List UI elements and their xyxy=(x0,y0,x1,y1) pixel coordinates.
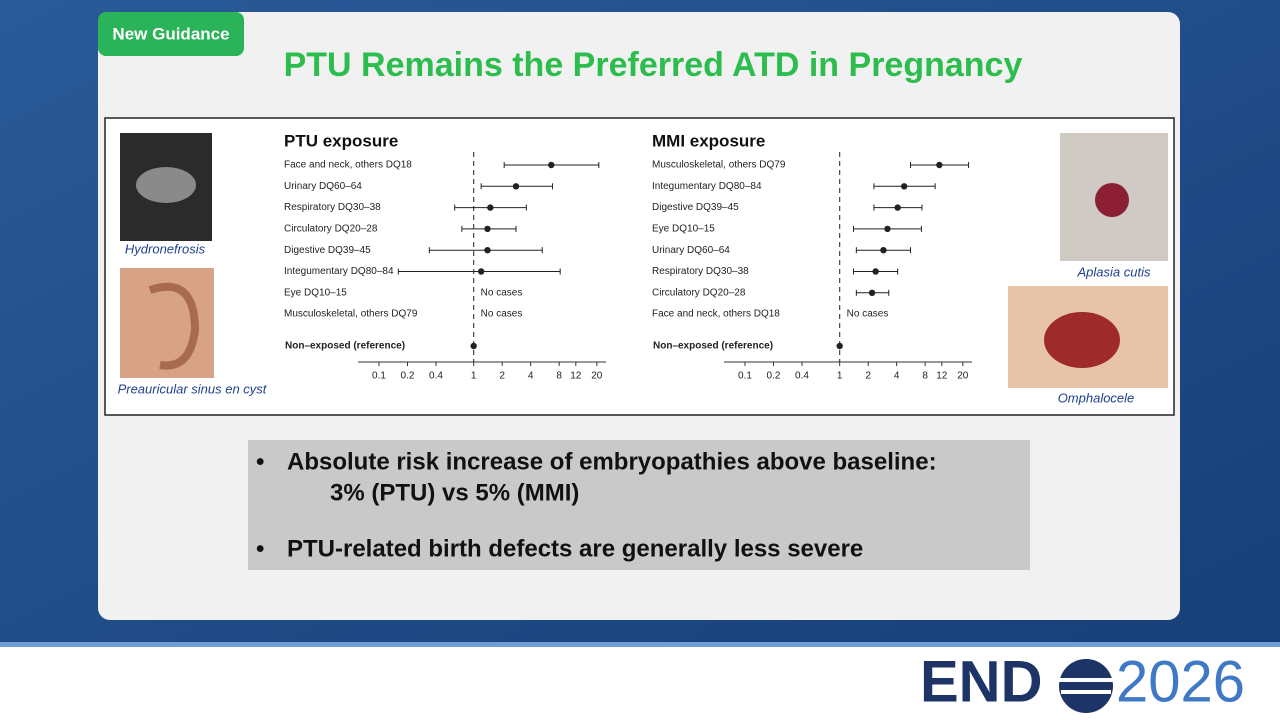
bullet-text: Absolute risk increase of embryopathies … xyxy=(287,448,937,475)
figure-box xyxy=(104,117,1175,416)
x-tick-label: 0.1 xyxy=(738,371,752,382)
photo-detail xyxy=(136,167,196,203)
x-tick-label: 8 xyxy=(556,371,562,382)
x-tick-label: 0.4 xyxy=(795,371,809,382)
x-tick-label: 4 xyxy=(894,371,900,382)
bullet-box xyxy=(248,440,1030,570)
bullet-text: 3% (PTU) vs 5% (MMI) xyxy=(330,479,579,506)
row-label: Urinary DQ60–64 xyxy=(652,245,730,256)
x-tick-label: 2 xyxy=(865,371,871,382)
point-estimate xyxy=(477,268,485,275)
point-estimate xyxy=(836,342,843,350)
row-label: Digestive DQ39–45 xyxy=(652,202,739,213)
logo-text: END xyxy=(920,649,1042,714)
point-estimate xyxy=(872,268,879,275)
x-tick-label: 20 xyxy=(591,371,603,382)
chart-title: PTU exposure xyxy=(284,131,398,150)
image-caption: Preauricular sinus en cyst xyxy=(118,381,268,396)
point-estimate xyxy=(894,204,901,211)
point-estimate xyxy=(868,289,876,296)
x-tick-label: 20 xyxy=(957,371,969,382)
logo-globe xyxy=(1059,659,1113,713)
chart-title: MMI exposure xyxy=(652,131,765,150)
row-label: Face and neck, others DQ18 xyxy=(284,160,412,171)
x-tick-label: 2 xyxy=(499,371,505,382)
point-estimate xyxy=(512,183,520,190)
x-tick-label: 1 xyxy=(837,371,843,382)
point-estimate xyxy=(880,247,887,254)
row-label: Eye DQ10–15 xyxy=(284,287,347,298)
bullet-dot: • xyxy=(256,535,264,562)
row-label: Circulatory DQ20–28 xyxy=(652,287,746,298)
no-cases-note: No cases xyxy=(481,287,523,298)
bullet-text: PTU-related birth defects are generally … xyxy=(287,535,863,562)
x-tick-label: 8 xyxy=(922,371,928,382)
point-estimate xyxy=(884,225,891,233)
x-tick-label: 0.4 xyxy=(429,371,443,382)
no-cases-note: No cases xyxy=(481,309,523,320)
row-label: Eye DQ10–15 xyxy=(652,224,715,235)
x-tick-label: 0.2 xyxy=(767,371,781,382)
no-cases-note: No cases xyxy=(847,309,889,320)
photo-detail xyxy=(148,282,200,370)
row-label: Respiratory DQ30–38 xyxy=(652,266,749,277)
photo-detail xyxy=(1095,183,1129,217)
row-label: Face and neck, others DQ18 xyxy=(652,309,780,320)
footer-stripe xyxy=(0,642,1280,647)
badge xyxy=(98,12,244,56)
row-label: Urinary DQ60–64 xyxy=(284,181,362,192)
point-estimate xyxy=(484,247,491,254)
logo-globe-lines xyxy=(1059,678,1113,694)
x-tick-label: 0.2 xyxy=(401,371,415,382)
x-tick-label: 12 xyxy=(570,371,582,382)
image-caption: Omphalocele xyxy=(1058,390,1135,405)
point-estimate xyxy=(900,183,908,190)
row-label: Non–exposed (reference) xyxy=(285,341,405,352)
point-estimate xyxy=(548,161,555,169)
row-label: Circulatory DQ20–28 xyxy=(284,224,378,235)
row-label: Integumentary DQ80–84 xyxy=(284,266,394,277)
slide-title: PTU Remains the Preferred ATD in Pregnan… xyxy=(284,46,1023,84)
row-label: Musculoskeletal, others DQ79 xyxy=(284,309,418,320)
point-estimate xyxy=(484,225,491,233)
x-tick-label: 12 xyxy=(936,371,948,382)
badge-text: New Guidance xyxy=(112,24,229,43)
logo-text: 2026 xyxy=(1116,649,1245,714)
row-label: Musculoskeletal, others DQ79 xyxy=(652,160,786,171)
point-estimate xyxy=(470,342,477,350)
image-caption: Hydronefrosis xyxy=(125,241,206,256)
point-estimate xyxy=(487,204,494,211)
x-tick-label: 4 xyxy=(528,371,534,382)
row-label: Integumentary DQ80–84 xyxy=(652,181,762,192)
photo-detail xyxy=(1044,312,1120,368)
x-tick-label: 1 xyxy=(471,371,477,382)
bullet-dot: • xyxy=(256,448,264,475)
point-estimate xyxy=(936,161,943,169)
row-label: Digestive DQ39–45 xyxy=(284,245,371,256)
image-caption: Aplasia cutis xyxy=(1077,264,1151,279)
row-label: Respiratory DQ30–38 xyxy=(284,202,381,213)
row-label: Non–exposed (reference) xyxy=(653,341,773,352)
x-tick-label: 0.1 xyxy=(372,371,386,382)
